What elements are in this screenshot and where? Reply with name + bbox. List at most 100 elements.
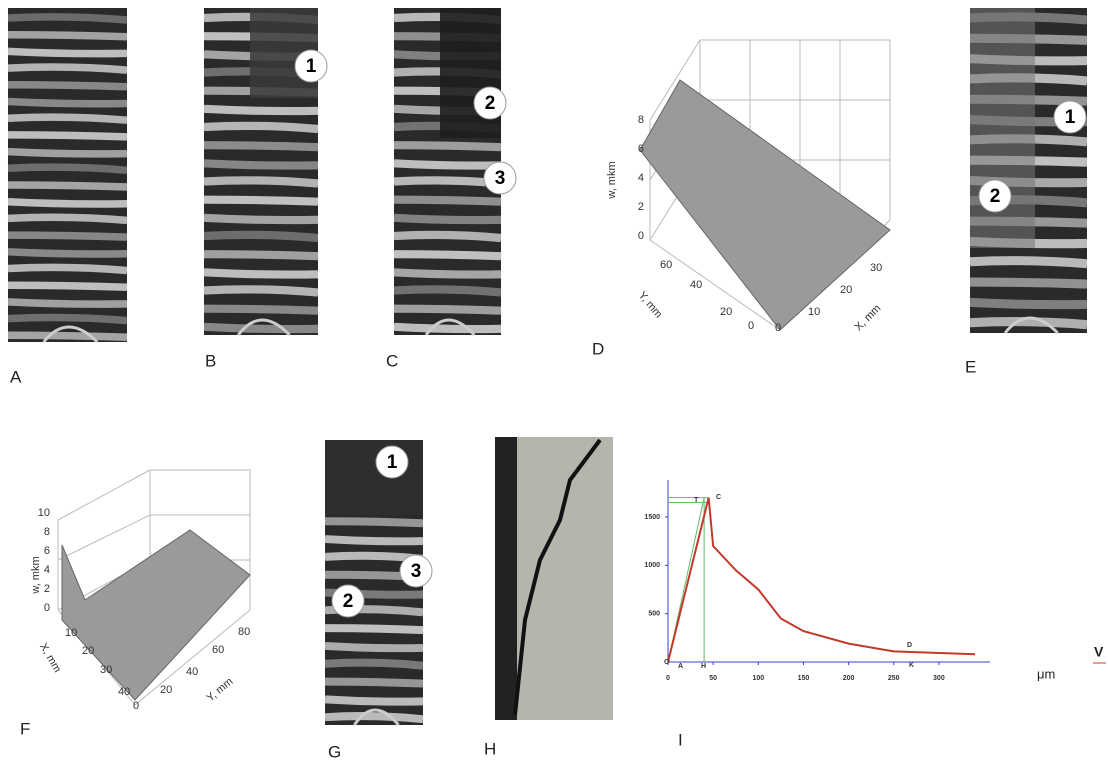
fringe <box>324 624 424 635</box>
marker-label: 2 <box>990 186 1001 207</box>
y-tick-label: 60 <box>212 644 224 656</box>
fringe <box>7 197 128 208</box>
y-tick-label: 20 <box>720 306 732 318</box>
image-bg <box>8 8 127 342</box>
y-tick-label: 20 <box>160 684 172 696</box>
y-tick-label: 1500 <box>644 514 660 521</box>
fringe <box>203 268 319 279</box>
y-tick-label: 40 <box>690 279 702 291</box>
x-axis-label: X, mm <box>852 302 883 333</box>
fringe <box>393 322 502 334</box>
x-tick-label: 40 <box>118 686 130 698</box>
x-tick-label: 300 <box>933 675 945 682</box>
marker-label: 3 <box>411 561 422 582</box>
fringe <box>203 104 319 116</box>
fringe <box>203 141 319 152</box>
panel-label: G <box>328 742 341 761</box>
panel-label: C <box>386 351 398 370</box>
x-unit: μm <box>1037 666 1055 681</box>
line-series <box>667 497 976 663</box>
x-tick-label: 50 <box>709 675 717 682</box>
panel-label: B <box>205 351 216 370</box>
marker-label: 1 <box>387 452 398 473</box>
fringe <box>324 712 424 724</box>
fringe <box>7 331 128 342</box>
point-label: O <box>664 659 670 666</box>
fringe <box>7 248 128 258</box>
point-label: K <box>909 662 914 669</box>
fringe <box>969 317 1088 330</box>
fringe <box>7 298 128 308</box>
fringe <box>393 141 502 152</box>
z-tick-label: 2 <box>44 583 50 595</box>
fringe <box>7 147 128 158</box>
arc <box>353 708 400 726</box>
fringe <box>203 230 319 243</box>
fringe <box>7 281 128 291</box>
x-tick-label: 10 <box>808 306 820 318</box>
x-tick-label: 30 <box>100 664 112 676</box>
point-label: A <box>678 663 683 670</box>
marker-circle <box>294 49 328 83</box>
fringe <box>203 176 319 188</box>
surface-plot: 0 2 4 6 8 0 20 40 60 0 10 20 30 w, mkm Y, mm X, mm <box>606 39 891 334</box>
z-tick-label: 10 <box>38 507 50 519</box>
z-axis-label: w, mkm <box>606 161 618 199</box>
fringe <box>969 297 1088 310</box>
fringe <box>7 30 128 41</box>
marker-label: 3 <box>495 168 506 189</box>
marker-circle <box>375 445 409 479</box>
x-tick-label: 150 <box>798 675 810 682</box>
point-label: D <box>907 642 912 649</box>
fringe-image <box>7 8 128 344</box>
x-tick-label: 200 <box>843 675 855 682</box>
marker-circle <box>473 86 507 120</box>
surface-plot: 0 2 4 6 8 10 0 20 40 60 80 10 20 30 40 w, mkm Y, mm X, mm <box>30 469 251 712</box>
y-tick-label: 40 <box>186 666 198 678</box>
x-axis-label: X, mm <box>37 641 63 675</box>
z-tick-label: 0 <box>638 230 644 242</box>
fringe <box>7 81 128 91</box>
fringe <box>393 213 502 225</box>
arc <box>237 318 291 337</box>
y-tick-label: 0 <box>133 700 139 712</box>
z-tick-label: 6 <box>638 143 644 155</box>
marker-label: 2 <box>343 591 354 612</box>
y-tick-label: 80 <box>238 626 250 638</box>
z-tick-label: 0 <box>44 602 50 614</box>
z-tick-label: 6 <box>44 545 50 557</box>
x-tick-label: 30 <box>870 262 882 274</box>
marker-circle <box>399 554 433 588</box>
fringe <box>969 256 1088 269</box>
fringe <box>393 159 502 170</box>
fringe <box>393 304 502 315</box>
fringe <box>203 322 319 334</box>
point-label: C <box>716 494 721 501</box>
fringe <box>203 213 319 225</box>
marker-circle <box>331 584 365 618</box>
fringe <box>203 159 319 170</box>
x-tick-label: 20 <box>840 284 852 296</box>
surface <box>61 529 251 701</box>
fringe <box>393 285 502 297</box>
y-tick-label: 60 <box>660 259 672 271</box>
z-axis-label: w, mkm <box>30 556 42 594</box>
z-tick-label: 4 <box>44 564 50 576</box>
y-axis-label: Y, mm <box>204 676 235 705</box>
fringe <box>7 131 128 141</box>
fringe <box>324 535 424 546</box>
fringe <box>7 47 128 58</box>
surface <box>639 79 891 331</box>
arc <box>424 318 476 336</box>
fringe <box>7 313 128 325</box>
panel-label: D <box>592 339 604 358</box>
arc <box>42 325 99 344</box>
x-tick-label: 10 <box>65 627 77 639</box>
arc <box>1003 316 1059 335</box>
fringe <box>324 517 424 528</box>
marker-label: 1 <box>306 56 317 77</box>
concrete-edge <box>495 437 517 720</box>
y-tick-label: 1000 <box>644 562 660 569</box>
fringe <box>7 63 128 74</box>
marker-circle <box>1053 100 1087 134</box>
